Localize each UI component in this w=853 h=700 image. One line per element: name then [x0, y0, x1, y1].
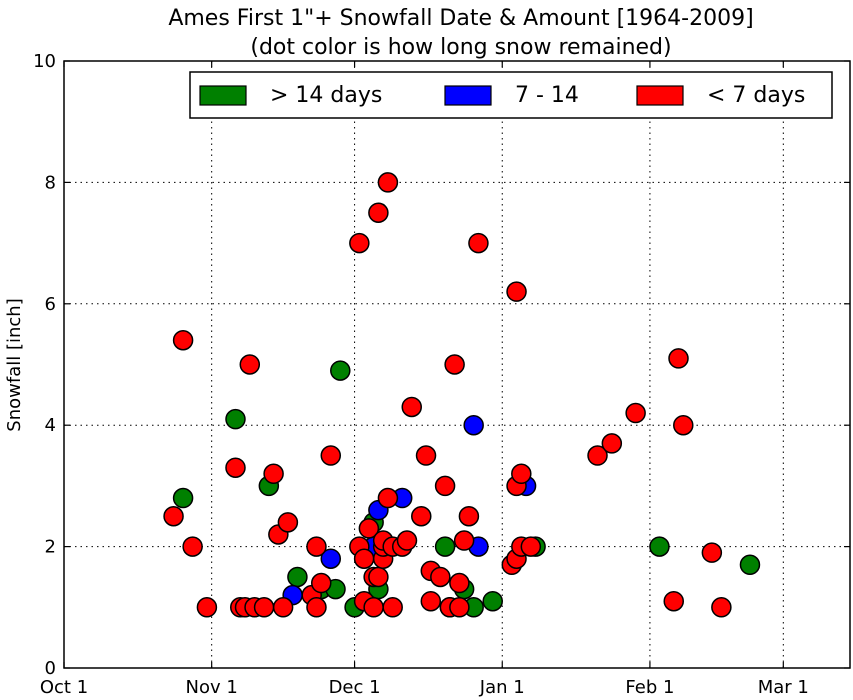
- y-tick-label: 6: [45, 294, 56, 315]
- legend-swatch: [636, 85, 684, 106]
- x-tick-label: Feb 1: [625, 677, 674, 698]
- data-point: [625, 402, 646, 424]
- data-point: [320, 445, 342, 466]
- chart-title: Ames First 1"+ Snowfall Date & Amount [1…: [168, 6, 753, 31]
- data-point: [411, 506, 432, 527]
- data-point: [601, 433, 623, 454]
- data-point: [358, 518, 380, 539]
- data-point: [382, 597, 403, 618]
- legend: > 14 days 7 - 14 < 7 days: [189, 71, 833, 119]
- data-point: [172, 487, 194, 509]
- data-point: [420, 590, 442, 612]
- axis-ticks: Oct 1 Nov 1 Dec 1 Jan 1 Feb 1 Mar 1 0 2 4 6 8 10: [33, 51, 850, 698]
- data-point: [353, 548, 375, 569]
- data-point: [468, 232, 489, 254]
- data-point: [449, 572, 470, 594]
- y-tick-label: 8: [45, 172, 56, 193]
- data-point: [649, 536, 670, 557]
- x-tick-label: Mar 1: [758, 677, 809, 698]
- legend-box: [189, 71, 833, 119]
- legend-label: > 14 days: [270, 83, 382, 108]
- data-point: [163, 506, 184, 527]
- legend-label: < 7 days: [707, 83, 805, 108]
- data-point: [368, 202, 389, 223]
- legend-label: 7 - 14: [515, 83, 579, 108]
- data-point: [277, 512, 299, 533]
- data-point: [182, 536, 203, 557]
- data-point: [225, 408, 246, 430]
- x-tick-label: Oct 1: [40, 677, 88, 698]
- data-point: [458, 506, 480, 527]
- x-tick-label: Jan 1: [479, 677, 525, 698]
- data-point: [520, 536, 542, 557]
- chart-subtitle: (dot color is how long snow remained): [250, 35, 671, 60]
- data-point: [444, 354, 465, 375]
- data-point: [506, 281, 527, 302]
- x-tick-label: Dec 1: [329, 677, 381, 698]
- plot-frame: [63, 60, 851, 669]
- data-point: [415, 445, 437, 466]
- data-point: [239, 354, 261, 375]
- data-point: [449, 597, 470, 618]
- data-point: [172, 329, 194, 351]
- data-point: [349, 232, 370, 254]
- data-point: [434, 475, 456, 497]
- y-tick-label: 10: [33, 51, 56, 72]
- data-point: [511, 463, 532, 485]
- y-tick-label: 0: [45, 658, 56, 679]
- data-point: [196, 597, 218, 618]
- data-point: [701, 542, 723, 563]
- data-point: [739, 554, 761, 576]
- data-point: [482, 590, 503, 612]
- data-point: [377, 487, 399, 509]
- y-axis-label: Snowfall [inch]: [4, 298, 25, 431]
- data-point: [310, 572, 332, 594]
- data-point: [663, 590, 684, 612]
- data-point: [463, 414, 484, 436]
- data-point: [330, 360, 351, 381]
- data-point: [320, 548, 342, 569]
- data-points: [163, 172, 761, 618]
- data-point: [363, 597, 384, 618]
- data-point: [377, 172, 399, 193]
- data-point: [453, 530, 475, 551]
- data-point: [368, 566, 389, 588]
- y-tick-label: 2: [45, 537, 56, 558]
- legend-swatch: [199, 85, 247, 106]
- data-point: [587, 445, 608, 466]
- data-point: [306, 536, 327, 557]
- x-tick-label: Nov 1: [186, 677, 238, 698]
- data-point: [401, 396, 422, 418]
- data-point: [711, 597, 732, 618]
- data-point: [263, 463, 284, 485]
- legend-swatch: [444, 85, 492, 106]
- data-point: [668, 348, 689, 369]
- data-point: [272, 597, 294, 618]
- data-point: [287, 566, 308, 588]
- data-point: [253, 597, 275, 618]
- data-point: [673, 414, 694, 436]
- data-point: [430, 566, 451, 588]
- y-tick-label: 4: [45, 415, 56, 436]
- data-point: [306, 597, 327, 618]
- data-point: [225, 457, 246, 478]
- data-point: [434, 536, 456, 557]
- data-point: [396, 530, 418, 551]
